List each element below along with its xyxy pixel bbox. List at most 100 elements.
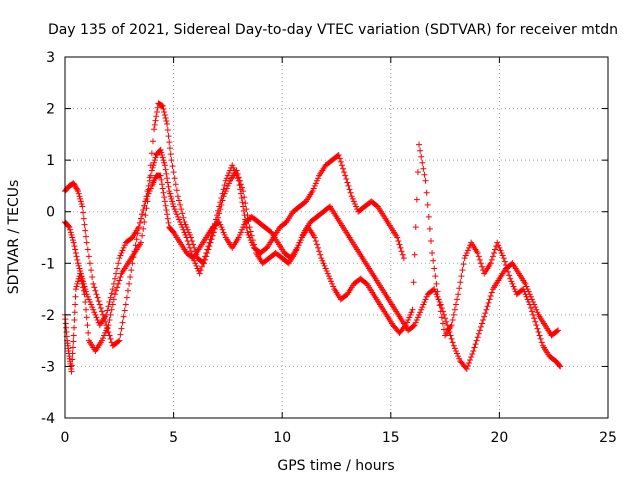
data-point: [83, 239, 90, 246]
data-point: [420, 165, 427, 172]
data-point: [148, 150, 155, 157]
data-point: [458, 273, 465, 280]
data-point: [464, 362, 471, 369]
data-point: [159, 181, 166, 188]
data-point: [326, 275, 333, 282]
data-point: [224, 182, 231, 189]
data-point: [410, 279, 417, 286]
data-point: [187, 234, 194, 241]
data-point: [454, 296, 461, 303]
data-point: [538, 339, 545, 346]
data-point: [181, 219, 188, 226]
x-tick-label: 5: [169, 430, 178, 446]
data-point: [223, 185, 230, 192]
data-point: [219, 226, 226, 233]
data-point: [161, 109, 168, 116]
data-point: [244, 212, 251, 219]
data-point: [114, 265, 121, 272]
data-point: [457, 279, 464, 286]
data-point: [78, 277, 85, 284]
data-point: [168, 195, 175, 202]
data-point: [77, 195, 84, 202]
data-point: [85, 296, 92, 303]
data-point: [238, 194, 245, 201]
data-point: [416, 141, 423, 148]
data-point: [95, 298, 102, 305]
data-point: [166, 139, 173, 146]
data-point: [219, 197, 226, 204]
data-point: [456, 285, 463, 292]
data-point: [527, 304, 534, 311]
data-point: [241, 221, 248, 228]
data-point: [340, 165, 347, 172]
data-point: [78, 200, 85, 207]
data-point: [246, 224, 253, 231]
data-point: [69, 234, 76, 241]
chart-title: Day 135 of 2021, Sidereal Day-to-day VTE…: [48, 22, 618, 38]
data-point: [414, 169, 421, 176]
data-point: [448, 322, 455, 329]
data-point: [222, 188, 229, 195]
data-point: [92, 287, 99, 294]
data-point: [421, 298, 428, 305]
data-point: [206, 243, 213, 250]
data-point: [323, 268, 330, 275]
data-point: [165, 133, 172, 140]
data-point: [523, 283, 530, 290]
data-point: [347, 189, 354, 196]
data-point: [70, 180, 77, 187]
data-point: [405, 317, 412, 324]
data-point: [65, 223, 72, 230]
data-point: [101, 332, 108, 339]
data-point: [484, 303, 491, 310]
data-point: [522, 280, 529, 287]
data-point: [151, 159, 158, 166]
data-point: [476, 327, 483, 334]
data-point: [108, 306, 115, 313]
data-point: [164, 211, 171, 218]
data-point: [412, 224, 419, 231]
data-point: [316, 248, 323, 255]
data-point: [237, 181, 244, 188]
data-point: [509, 280, 516, 287]
data-point: [535, 329, 542, 336]
data-point: [68, 362, 75, 369]
data-point: [224, 172, 231, 179]
data-point: [311, 182, 318, 189]
data-point: [416, 311, 423, 318]
data-point: [98, 308, 105, 315]
y-tick-label: -3: [41, 359, 55, 375]
data-point: [422, 296, 429, 303]
data-point: [76, 193, 83, 200]
data-point: [500, 255, 507, 262]
data-point: [177, 201, 184, 208]
data-point: [80, 284, 87, 291]
data-point: [433, 291, 440, 298]
data-point: [335, 151, 342, 158]
data-point: [217, 221, 224, 228]
data-point: [207, 239, 214, 246]
data-point: [69, 350, 76, 357]
data-point: [418, 306, 425, 313]
data-point: [133, 236, 140, 243]
data-point: [338, 162, 345, 169]
data-point: [449, 339, 456, 346]
data-point: [197, 267, 204, 274]
data-point: [465, 359, 472, 366]
data-point: [88, 301, 95, 308]
data-point: [487, 260, 494, 267]
y-axis-label: SDTVAR / TECUs: [6, 180, 22, 295]
data-point: [149, 138, 156, 145]
data-point: [82, 298, 89, 305]
y-tick-label: -4: [41, 411, 55, 427]
data-point: [90, 280, 97, 287]
grid-lines: [65, 57, 608, 418]
data-point: [80, 215, 87, 222]
data-point: [218, 201, 225, 208]
data-point: [94, 317, 101, 324]
series-trace-c: [62, 100, 564, 375]
data-point: [167, 193, 174, 200]
data-point: [122, 301, 129, 308]
data-point: [235, 234, 242, 241]
y-tick-label: 2: [46, 102, 55, 118]
